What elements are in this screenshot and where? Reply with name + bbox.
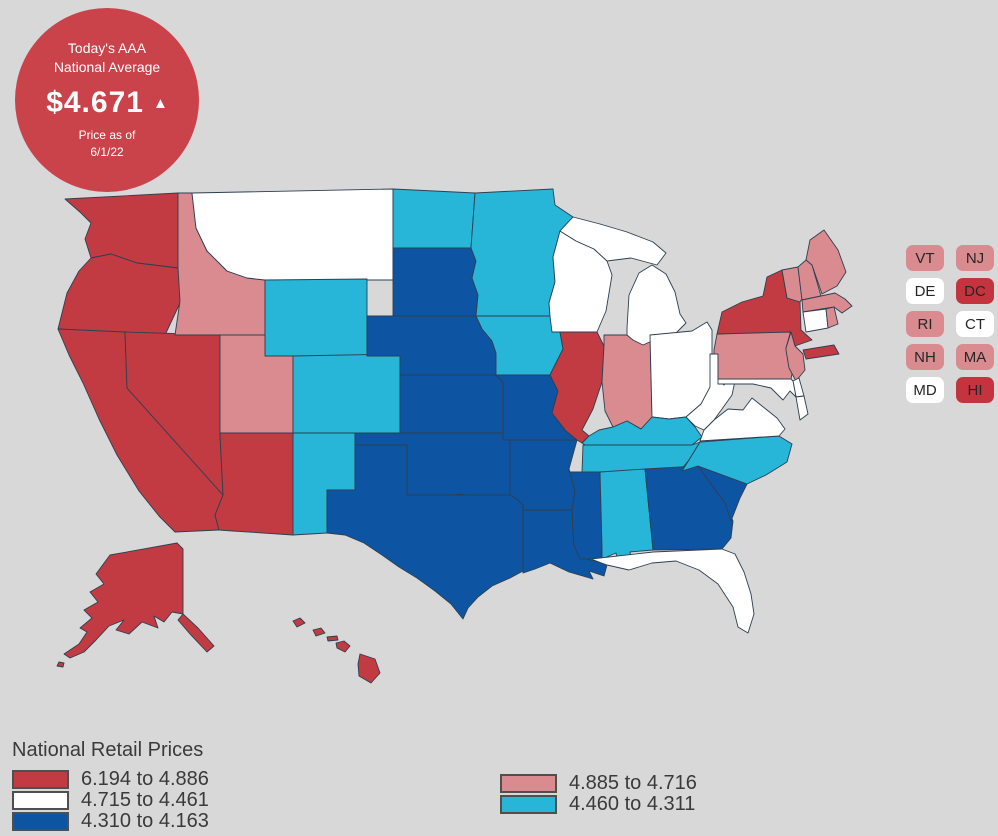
state-mississippi[interactable] bbox=[568, 468, 603, 560]
state-michigan-up[interactable] bbox=[559, 216, 667, 266]
state-maryland[interactable] bbox=[717, 378, 797, 401]
price-up-arrow-icon: ▲ bbox=[152, 94, 168, 112]
state-south-dakota[interactable] bbox=[392, 247, 479, 317]
badge-price-as-of: Price as of bbox=[78, 128, 136, 142]
chip-de[interactable]: DE bbox=[906, 278, 944, 304]
legend-item-white: 4.715 to 4.461 bbox=[12, 788, 209, 811]
chip-md-label: MD bbox=[913, 381, 937, 399]
chip-md[interactable]: MD bbox=[906, 377, 944, 403]
state-new-york-long-island[interactable] bbox=[802, 344, 840, 360]
small-state-chip-grid: VT NJ DE DC RI CT NH MA MD HI bbox=[906, 245, 994, 403]
state-arkansas[interactable] bbox=[509, 439, 578, 511]
chip-ri-label: RI bbox=[917, 315, 933, 333]
state-hawaii-oahu[interactable] bbox=[312, 627, 326, 637]
state-kentucky[interactable] bbox=[581, 416, 703, 446]
national-average-price: $4.671 bbox=[46, 86, 144, 119]
badge-date: 6/1/22 bbox=[90, 145, 124, 159]
legend-label-cyan: 4.460 to 4.311 bbox=[569, 792, 696, 815]
state-oregon[interactable] bbox=[57, 253, 182, 336]
state-montana[interactable] bbox=[191, 188, 394, 281]
chip-nh[interactable]: NH bbox=[906, 344, 944, 370]
state-alaska[interactable] bbox=[63, 542, 184, 659]
state-alabama[interactable] bbox=[599, 468, 654, 565]
state-virginia-eastern-shore[interactable] bbox=[795, 395, 809, 421]
state-hawaii-big-island[interactable] bbox=[357, 653, 381, 684]
legend-label-navy: 4.310 to 4.163 bbox=[81, 809, 209, 832]
state-washington[interactable] bbox=[64, 192, 179, 269]
state-hawaii-molokai[interactable] bbox=[326, 635, 339, 642]
chip-vt-label: VT bbox=[915, 249, 935, 267]
state-virginia[interactable] bbox=[699, 397, 786, 442]
legend-swatch-white bbox=[12, 790, 69, 810]
chip-ma[interactable]: MA bbox=[956, 344, 994, 370]
legend-item-red: 6.194 to 4.886 bbox=[12, 767, 209, 790]
chip-dc-label: DC bbox=[964, 282, 986, 300]
legend-item-salmon: 4.885 to 4.716 bbox=[500, 771, 697, 794]
legend-item-cyan: 4.460 to 4.311 bbox=[500, 792, 696, 815]
state-maine[interactable] bbox=[805, 229, 847, 295]
national-average-badge: Today's AAA National Average $4.671 ▲ Pr… bbox=[15, 8, 199, 192]
chip-de-label: DE bbox=[914, 282, 936, 300]
state-alaska-panhandle[interactable] bbox=[177, 613, 215, 653]
legend-label-salmon: 4.885 to 4.716 bbox=[569, 771, 697, 794]
chip-ri[interactable]: RI bbox=[906, 311, 944, 337]
chip-nj-label: NJ bbox=[965, 249, 985, 267]
state-pennsylvania[interactable] bbox=[713, 329, 795, 380]
state-hawaii-kauai[interactable] bbox=[292, 617, 306, 628]
state-colorado[interactable] bbox=[292, 353, 401, 434]
legend-swatch-salmon bbox=[500, 773, 557, 793]
state-new-hampshire[interactable] bbox=[797, 259, 822, 301]
chip-ct[interactable]: CT bbox=[956, 311, 994, 337]
chip-ma-label: MA bbox=[963, 348, 987, 366]
chip-vt[interactable]: VT bbox=[906, 245, 944, 271]
legend-label-white: 4.715 to 4.461 bbox=[81, 788, 209, 811]
state-indiana[interactable] bbox=[601, 334, 653, 430]
state-florida[interactable] bbox=[590, 548, 755, 634]
state-north-carolina[interactable] bbox=[681, 435, 793, 485]
state-hawaii-maui[interactable] bbox=[335, 640, 351, 653]
state-alaska-aleutians[interactable] bbox=[56, 661, 65, 668]
state-vermont[interactable] bbox=[781, 266, 803, 303]
state-michigan[interactable] bbox=[626, 264, 687, 346]
state-west-virginia[interactable] bbox=[685, 353, 736, 431]
chip-ct-label: CT bbox=[965, 315, 985, 333]
chip-nh-label: NH bbox=[914, 348, 936, 366]
state-north-dakota[interactable] bbox=[392, 188, 476, 249]
badge-title-line1: Today's AAA bbox=[67, 40, 147, 56]
badge-title-line2: National Average bbox=[53, 59, 161, 75]
legend-swatch-red bbox=[12, 769, 69, 789]
legend-title: National Retail Prices bbox=[12, 739, 204, 761]
state-wyoming[interactable] bbox=[264, 278, 368, 357]
legend-swatch-navy bbox=[12, 811, 69, 831]
legend-item-navy: 4.310 to 4.163 bbox=[12, 809, 209, 832]
badge-price-row: $4.671 ▲ bbox=[46, 86, 168, 120]
state-arizona[interactable] bbox=[214, 432, 294, 536]
state-rhode-island[interactable] bbox=[825, 306, 839, 329]
us-gas-price-map bbox=[55, 183, 885, 703]
chip-hi[interactable]: HI bbox=[956, 377, 994, 403]
state-connecticut[interactable] bbox=[802, 308, 829, 333]
legend-swatch-cyan bbox=[500, 794, 557, 814]
chip-nj[interactable]: NJ bbox=[956, 245, 994, 271]
chip-dc[interactable]: DC bbox=[956, 278, 994, 304]
chip-hi-label: HI bbox=[967, 381, 983, 399]
legend-label-red: 6.194 to 4.886 bbox=[81, 767, 209, 790]
state-kansas[interactable] bbox=[399, 374, 504, 434]
